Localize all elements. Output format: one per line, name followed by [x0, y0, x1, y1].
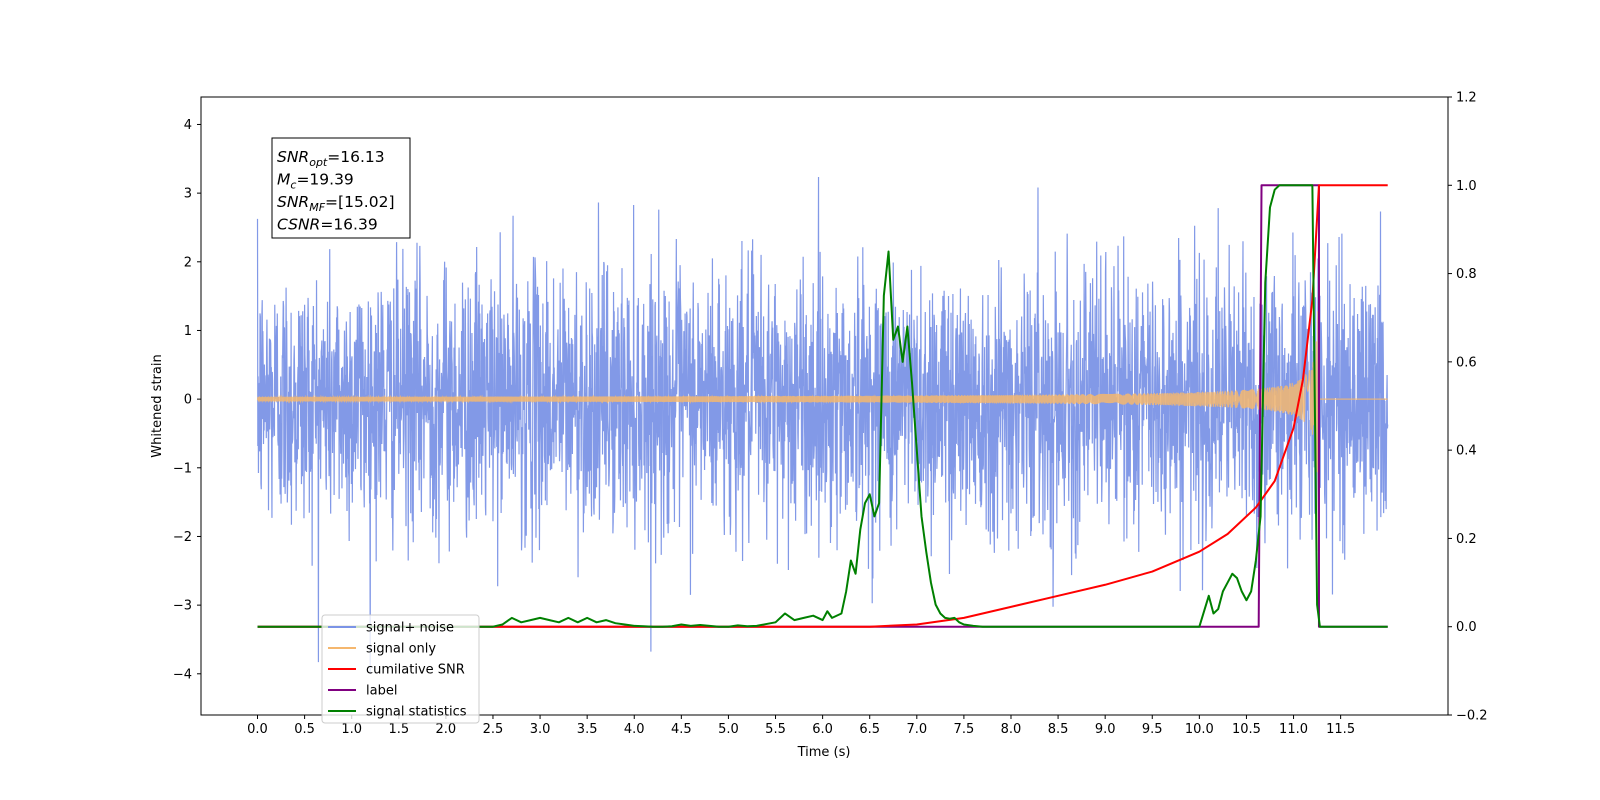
y-tick-label: −1 — [173, 461, 192, 476]
y2-tick-label: 1.2 — [1456, 91, 1477, 106]
legend-entry-label: signal statistics — [366, 705, 467, 720]
x-tick-label: 9.5 — [1142, 722, 1163, 737]
annotation-line: Mc=19.39 — [277, 171, 354, 192]
x-tick-label: 9.0 — [1095, 722, 1116, 737]
y-axis-left: −4 −3 −2 −1 0 1 2 3 4 — [173, 118, 201, 682]
annotation-line: CSNR=16.39 — [277, 216, 378, 234]
y-tick-label: −4 — [173, 667, 192, 682]
y2-tick-label: −0.2 — [1456, 709, 1488, 724]
series-signal-statistics — [257, 184, 1388, 628]
annotation-value: =19.39 — [296, 171, 353, 189]
y2-tick-label: 1.0 — [1456, 179, 1477, 194]
legend-frame — [321, 614, 480, 724]
x-tick-label: 7.0 — [906, 722, 927, 737]
stats-annotation-box: SNRopt=16.13Mc=19.39SNRMF=[15.02]CSNR=16… — [271, 137, 411, 239]
x-tick-label: 2.0 — [436, 722, 457, 737]
x-tick-label: 6.0 — [812, 722, 833, 737]
legend-entry-label: cumilative SNR — [366, 663, 465, 678]
x-tick-label: 2.5 — [483, 722, 504, 737]
x-tick-label: 8.5 — [1048, 722, 1069, 737]
y2-tick-label: 0.6 — [1456, 355, 1477, 370]
annotation-line: SNRMF=[15.02] — [277, 193, 395, 214]
x-tick-label: 10.0 — [1185, 722, 1214, 737]
annotation-line: SNRopt=16.13 — [277, 148, 385, 169]
x-tick-label: 8.0 — [1001, 722, 1022, 737]
y-tick-label: −3 — [173, 599, 192, 614]
x-tick-label: 5.0 — [718, 722, 739, 737]
x-tick-label: 1.0 — [341, 722, 362, 737]
y-tick-label: 1 — [184, 324, 192, 339]
y-tick-label: 4 — [184, 118, 192, 133]
annotation-subscript: opt — [309, 156, 328, 169]
y2-tick-label: 0.8 — [1456, 267, 1477, 282]
x-tick-label: 5.5 — [765, 722, 786, 737]
y2-tick-label: 0.2 — [1456, 532, 1477, 547]
annotation-symbol: SNR — [277, 148, 309, 166]
x-tick-label: 3.0 — [530, 722, 551, 737]
x-axis-label: Time (s) — [797, 745, 851, 760]
series-layer — [256, 177, 1389, 675]
y-axis-right: −0.2 0.0 0.2 0.4 0.6 0.8 1.0 1.2 — [1448, 91, 1488, 724]
annotation-value: =16.39 — [320, 216, 377, 234]
series-signal-noise — [256, 177, 1389, 675]
annotation-subscript: c — [290, 179, 296, 192]
annotation-frame — [271, 137, 411, 239]
x-tick-label: 7.5 — [954, 722, 975, 737]
legend-entry-label: label — [366, 684, 397, 699]
x-tick-label: 4.0 — [624, 722, 645, 737]
annotation-value: =[15.02] — [325, 193, 394, 211]
x-tick-label: 11.0 — [1279, 722, 1308, 737]
x-tick-label: 3.5 — [577, 722, 598, 737]
annotation-value: =16.13 — [327, 148, 384, 166]
series-signal-only — [256, 311, 1388, 552]
legend-entry-label: signal only — [366, 642, 436, 657]
x-tick-label: 11.5 — [1326, 722, 1355, 737]
legend: signal+ noise signal only cumilative SNR la… — [321, 614, 480, 724]
annotation-symbol: M — [277, 171, 290, 189]
x-tick-label: 0.5 — [294, 722, 315, 737]
annotation-symbol: SNR — [277, 193, 309, 211]
x-tick-label: 1.5 — [388, 722, 409, 737]
plot-frame — [200, 96, 1449, 716]
x-tick-label: 0.0 — [247, 722, 268, 737]
x-tick-label: 10.5 — [1232, 722, 1261, 737]
legend-entry-label: signal+ noise — [366, 621, 454, 636]
y-tick-label: 3 — [184, 187, 192, 202]
annotation-symbol: CSNR — [277, 216, 320, 234]
y2-tick-label: 0.4 — [1456, 444, 1477, 459]
x-axis: 0.0 0.5 1.0 1.5 2.0 2.5 3.0 3.5 4.0 4.5 5.0 5.5 6.0 6… — [247, 715, 1355, 737]
annotation-subscript: MF — [309, 201, 325, 214]
y-tick-label: 2 — [184, 255, 192, 270]
x-tick-label: 6.5 — [859, 722, 880, 737]
x-tick-label: 4.5 — [671, 722, 692, 737]
y-tick-label: −2 — [173, 530, 192, 545]
y-tick-label: 0 — [184, 393, 192, 408]
y2-tick-label: 0.0 — [1456, 620, 1477, 635]
y-axis-label: Whitened strain — [150, 354, 165, 457]
